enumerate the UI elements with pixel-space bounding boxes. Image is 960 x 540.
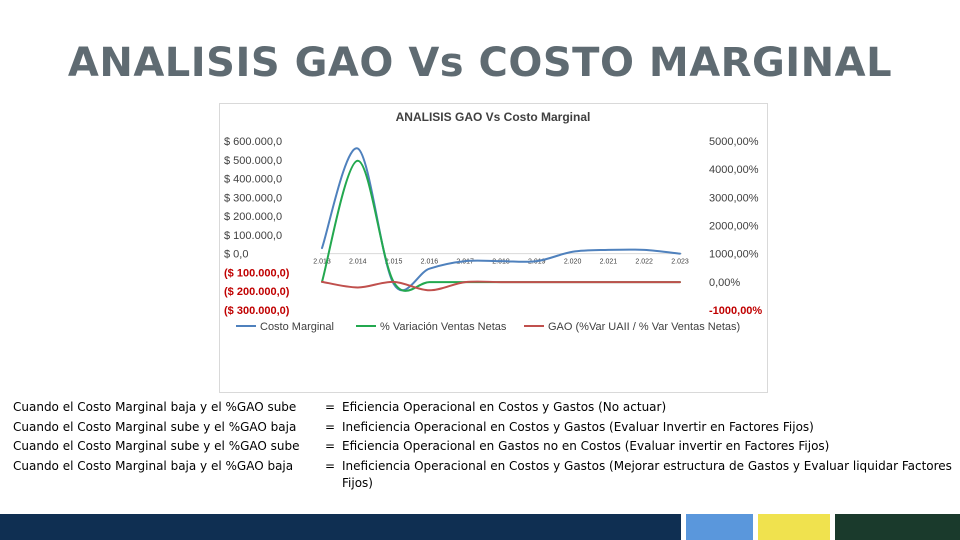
rule-equals: =	[325, 439, 336, 453]
y-left-tick-label: $ 500.000,0	[224, 155, 282, 167]
chart-legend: Costo Marginal % Variación Ventas Netas GA…	[236, 321, 740, 333]
footer-yellow-block	[758, 514, 830, 540]
rule-equals: =	[325, 400, 336, 414]
legend-label: % Variación Ventas Netas	[380, 321, 507, 333]
y-left-tick-label: ($ 100.000,0)	[224, 267, 290, 279]
footer-blue-block	[686, 514, 753, 540]
x-tick-label: 2.022	[635, 259, 653, 266]
y-right-tick-label: -1000,00%	[709, 305, 762, 317]
y-left-axis: $ 600.000,0 $ 500.000,0 $ 400.000,0 $ 300.0…	[224, 136, 290, 317]
y-right-tick-label: 1000,00%	[709, 249, 759, 261]
rule-equals: =	[325, 419, 336, 434]
y-right-tick-label: 4000,00%	[709, 164, 759, 176]
y-left-tick-label: $ 0,0	[224, 249, 248, 261]
x-tick-label: 2.016	[421, 259, 439, 266]
x-tick-label: 2.023	[671, 259, 689, 266]
rule-condition: Cuando el Costo Marginal baja y el %GAO …	[13, 458, 294, 473]
slide-title: ANALISIS GAO Vs COSTO MARGINAL	[67, 40, 893, 86]
rule-result: Eficiencia Operacional en Gastos no en C…	[342, 439, 830, 453]
y-right-axis: 5000,00% 4000,00% 3000,00% 2000,00% 1000,00%…	[709, 136, 762, 317]
y-right-tick-label: 2000,00%	[709, 221, 759, 233]
x-tick-label: 2.020	[564, 259, 582, 266]
y-right-tick-label: 5000,00%	[709, 136, 759, 148]
y-left-tick-label: $ 100.000,0	[224, 230, 282, 242]
rule-equals: =	[325, 458, 336, 473]
rule-result: Eficiencia Operacional en Costos y Gasto…	[342, 400, 667, 414]
rule-row: Cuando el Costo Marginal baja y el %GAO …	[13, 398, 953, 418]
series-line	[321, 147, 681, 292]
y-left-tick-label: $ 600.000,0	[224, 136, 282, 148]
chart-title: ANALISIS GAO Vs Costo Marginal	[396, 110, 591, 124]
rule-condition: Cuando el Costo Marginal baja y el %GAO …	[13, 400, 297, 414]
series-group	[321, 147, 681, 292]
rule-row: Cuando el Costo Marginal baja y el %GAO …	[13, 457, 953, 493]
legend-label: GAO (%Var UAII / % Var Ventas Netas)	[548, 321, 740, 333]
footer-green-block	[835, 514, 960, 540]
chart-container: ANALISIS GAO Vs Costo Marginal $ 600.000…	[219, 103, 768, 393]
y-right-tick-label: 3000,00%	[709, 192, 759, 204]
rule-row: Cuando el Costo Marginal sube y el %GAO …	[13, 418, 953, 438]
line-chart: ANALISIS GAO Vs Costo Marginal $ 600.000…	[224, 110, 762, 333]
y-left-tick-label: ($ 300.000,0)	[224, 305, 290, 317]
legend-label: Costo Marginal	[260, 321, 334, 333]
footer-navy-block	[0, 514, 681, 540]
y-left-tick-label: ($ 200.000,0)	[224, 286, 290, 298]
footer-bar	[0, 514, 960, 540]
rule-result: Ineficiencia Operacional en Costos y Gas…	[342, 458, 952, 491]
rule-result: Ineficiencia Operacional en Costos y Gas…	[342, 419, 814, 434]
rule-row: Cuando el Costo Marginal sube y el %GAO …	[13, 437, 953, 457]
series-line	[321, 280, 681, 292]
x-tick-label: 2.021	[600, 259, 618, 266]
rule-condition: Cuando el Costo Marginal sube y el %GAO …	[13, 439, 300, 453]
y-left-tick-label: $ 400.000,0	[224, 174, 282, 186]
x-tick-label: 2.015	[385, 259, 403, 266]
x-tick-label: 2.013	[313, 259, 331, 266]
y-right-tick-label: 0,00%	[709, 277, 740, 289]
series-line	[321, 159, 681, 292]
y-left-tick-label: $ 200.000,0	[224, 211, 282, 223]
rules-list: Cuando el Costo Marginal baja y el %GAO …	[13, 398, 953, 493]
y-left-tick-label: $ 300.000,0	[224, 192, 282, 204]
rule-condition: Cuando el Costo Marginal sube y el %GAO …	[13, 419, 297, 434]
x-tick-label: 2.014	[349, 259, 367, 266]
